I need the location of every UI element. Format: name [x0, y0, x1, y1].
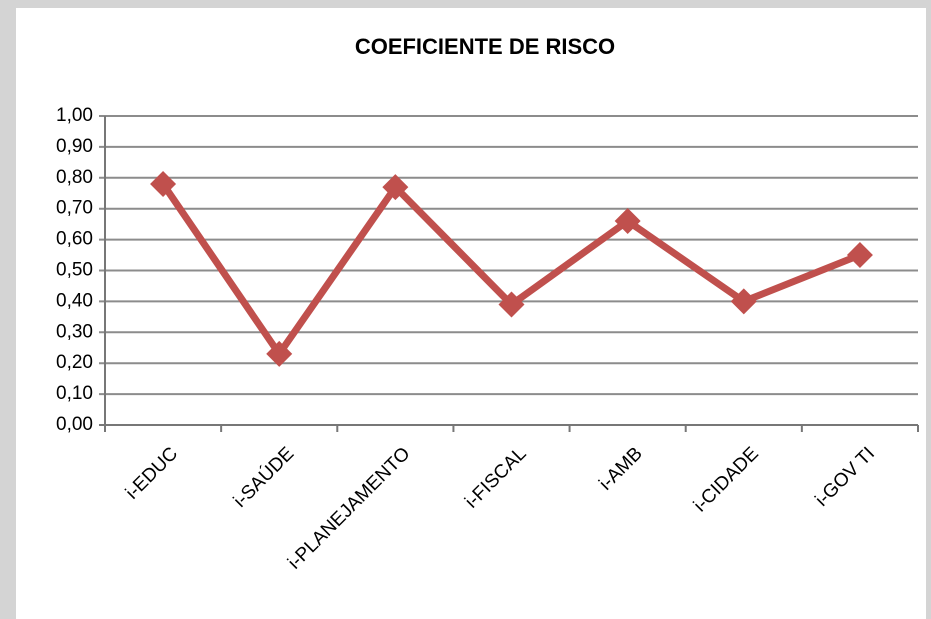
y-tick-label: 0,90	[56, 136, 93, 157]
y-tick-label: 0,70	[56, 198, 93, 219]
y-tick-label: 0,50	[56, 260, 93, 281]
chart-area	[16, 8, 926, 619]
y-tick-label: 0,10	[56, 383, 93, 404]
marker	[382, 174, 409, 201]
chart-title: COEFICIENTE DE RISCO	[355, 34, 615, 59]
marker	[150, 170, 177, 197]
marker	[498, 291, 525, 318]
y-tick-label: 0,60	[56, 229, 93, 250]
y-tick-label: 0,20	[56, 352, 93, 373]
y-tick-label: 0,80	[56, 167, 93, 188]
y-tick-label: 0,30	[56, 321, 93, 342]
marker	[266, 340, 293, 367]
marker	[846, 242, 873, 269]
marker	[730, 288, 757, 315]
y-tick-label: 0,00	[56, 414, 93, 435]
marker	[614, 208, 641, 235]
y-tick-label: 0,40	[56, 290, 93, 311]
y-tick-label: 1,00	[56, 105, 93, 126]
